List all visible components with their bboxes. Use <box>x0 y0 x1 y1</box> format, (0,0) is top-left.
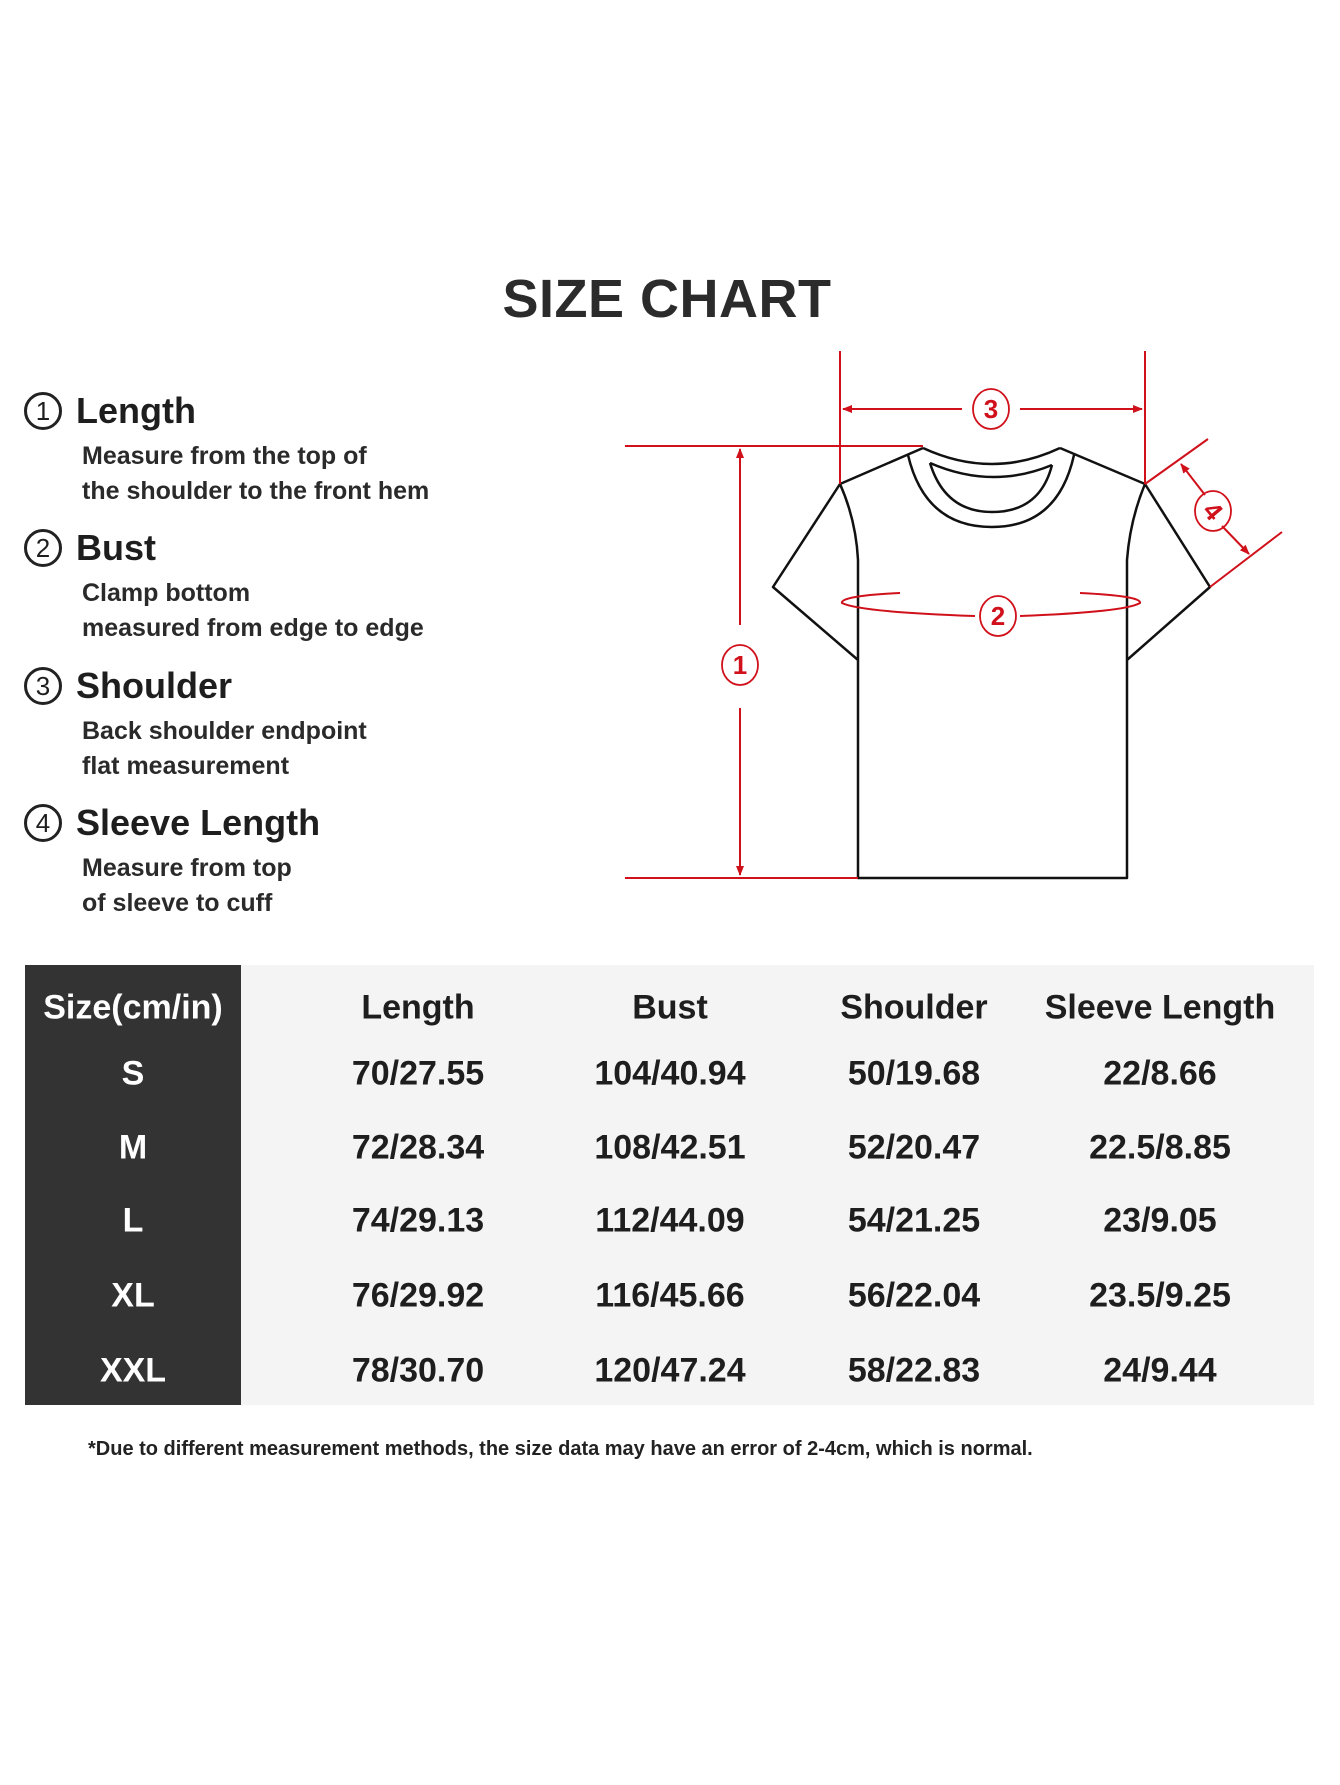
column-header: Size(cm/in) <box>43 988 223 1027</box>
column-header: Sleeve Length <box>1044 988 1276 1027</box>
table-cell: 120/47.24 <box>594 1351 746 1390</box>
measurement-lines <box>625 351 1283 879</box>
table-cell: 78/30.70 <box>351 1351 485 1390</box>
legend-desc: of sleeve to cuff <box>82 889 273 917</box>
marker-4-icon <box>1194 490 1232 532</box>
table-cell: 56/22.04 <box>847 1276 981 1315</box>
table-cell: 50/19.68 <box>847 1054 981 1093</box>
page-title: SIZE CHART <box>502 269 832 329</box>
number-1-icon: 1 <box>24 392 62 430</box>
legend-desc: Measure from the top of <box>82 442 367 470</box>
size-table: Size(cm/in) Length Bust Shoulder Sleeve Leng… <box>25 965 1314 1405</box>
size-label: M <box>118 1128 148 1167</box>
number-3-icon: 3 <box>24 667 62 705</box>
table-cell: 22/8.66 <box>1103 1054 1217 1093</box>
table-cell: 70/27.55 <box>351 1054 485 1093</box>
column-header: Shoulder <box>840 988 988 1027</box>
table-cell: 116/45.66 <box>595 1276 745 1315</box>
legend-desc: Measure from top <box>82 854 292 882</box>
legend-desc: Back shoulder endpoint <box>82 717 367 745</box>
footnote: *Due to different measurement methods, t… <box>88 1438 1033 1460</box>
legend-desc: Clamp bottom <box>82 579 251 607</box>
table-cell: 104/40.94 <box>594 1054 746 1093</box>
legend-desc: the shoulder to the front hem <box>82 477 430 505</box>
table-cell: 74/29.13 <box>351 1201 485 1240</box>
legend-shoulder: 3 Shoulder Back shoulder endpoint flat mea… <box>24 664 367 784</box>
size-column-bg <box>25 965 241 1405</box>
legend-desc: flat measurement <box>82 752 290 780</box>
legend-bust: 2 Bust Clamp bottom measured from edge to … <box>24 526 424 646</box>
table-cell: 54/21.25 <box>847 1201 981 1240</box>
size-label: XL <box>111 1276 155 1315</box>
table-cell: 24/9.44 <box>1103 1351 1217 1390</box>
table-cell: 23/9.05 <box>1103 1201 1217 1240</box>
tshirt-measurement-diagram: 1 2 3 4 <box>625 351 1283 880</box>
legend-label: Length <box>76 390 196 431</box>
legend-label: Sleeve Length <box>76 802 321 843</box>
column-header: Bust <box>632 988 708 1027</box>
marker-2-icon <box>979 595 1017 637</box>
number-2-icon: 2 <box>24 529 62 567</box>
table-cell: 52/20.47 <box>847 1128 981 1167</box>
marker-1-icon <box>721 644 759 686</box>
table-cell: 108/42.51 <box>594 1128 746 1167</box>
table-cell: 76/29.92 <box>351 1276 485 1315</box>
marker-3-icon <box>972 388 1010 430</box>
legend-desc: measured from edge to edge <box>82 614 424 642</box>
marker-1-label: 1 <box>733 650 747 680</box>
column-header: Length <box>361 988 475 1027</box>
table-cell: 58/22.83 <box>847 1351 981 1390</box>
legend-label: Bust <box>76 527 156 568</box>
table-cell: 72/28.34 <box>351 1128 485 1167</box>
legend-label: Shoulder <box>76 665 233 706</box>
marker-3-label: 3 <box>984 394 998 424</box>
number-4-icon: 4 <box>24 804 62 842</box>
table-cell: 112/44.09 <box>595 1201 745 1240</box>
tshirt-outline <box>771 446 1212 880</box>
marker-2-label: 2 <box>991 601 1005 631</box>
size-label: XXL <box>99 1351 167 1390</box>
size-label: S <box>121 1054 145 1093</box>
table-cell: 22.5/8.85 <box>1089 1128 1231 1167</box>
legend-length: 1 Length Measure from the top of the shoul… <box>24 389 429 509</box>
marker-4-label: 4 <box>1197 496 1230 527</box>
measurement-markers <box>721 388 1232 686</box>
legend-sleeve-length: 4 Sleeve Length Measure from top of sleeve… <box>24 801 320 921</box>
table-cell: 23.5/9.25 <box>1089 1276 1231 1315</box>
size-label: L <box>122 1201 144 1240</box>
